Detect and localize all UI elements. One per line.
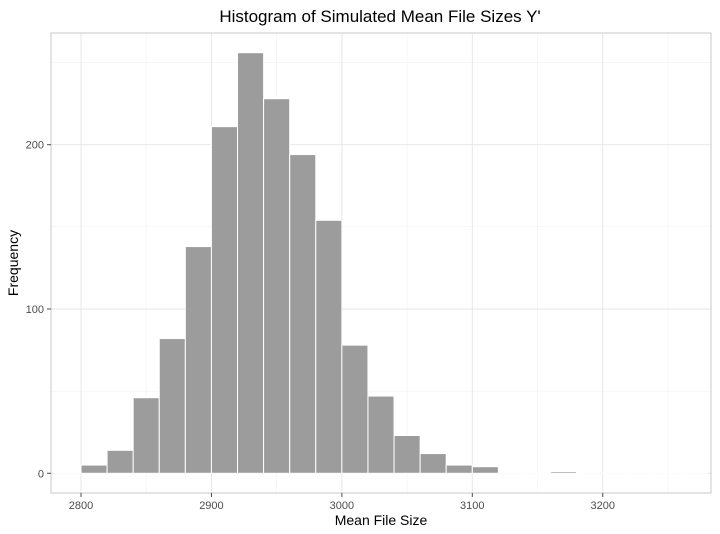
y-axis-title: Frequency — [5, 230, 21, 296]
histogram-bar — [654, 471, 682, 474]
y-tick-label: 100 — [26, 304, 44, 316]
histogram-bar — [315, 219, 343, 474]
y-axis: 0 100 200 — [26, 140, 51, 480]
histogram-bar — [680, 471, 708, 474]
histogram-bar — [367, 395, 395, 474]
histogram-bar — [54, 471, 82, 474]
histogram-bar — [523, 471, 552, 474]
histogram-bar — [158, 338, 186, 474]
histogram-bar — [106, 449, 134, 474]
histogram-bar — [497, 471, 525, 474]
histogram-bar — [237, 52, 265, 474]
histogram-bar — [80, 464, 108, 474]
panel-border — [50, 32, 712, 494]
histogram-bar — [471, 466, 499, 474]
x-tick-label: 3200 — [590, 500, 614, 512]
histogram-bar — [393, 435, 421, 474]
histogram-bars — [54, 52, 708, 474]
histogram-bar — [602, 471, 630, 474]
x-tick-label: 3000 — [330, 500, 354, 512]
histogram-bar — [210, 126, 239, 474]
histogram-bar — [341, 344, 369, 474]
y-tick-label: 0 — [38, 468, 44, 480]
histogram-bar — [289, 154, 317, 474]
histogram-bar — [576, 471, 604, 474]
histogram-bar — [445, 464, 473, 474]
histogram-bar — [263, 98, 291, 474]
histogram-bar — [550, 471, 578, 474]
x-axis-title: Mean File Size — [335, 512, 428, 528]
x-tick-label: 3100 — [460, 500, 484, 512]
x-tick-label: 2800 — [69, 500, 93, 512]
histogram-bar — [184, 246, 212, 474]
histogram-bar — [419, 453, 447, 474]
chart-title: Histogram of Simulated Mean File Sizes Y… — [219, 7, 540, 26]
histogram-bar — [628, 471, 656, 474]
x-axis: 2800 2900 3000 3100 3200 — [69, 493, 615, 512]
histogram-bar — [132, 397, 160, 474]
x-tick-label: 2900 — [199, 500, 223, 512]
y-tick-label: 200 — [26, 140, 44, 152]
